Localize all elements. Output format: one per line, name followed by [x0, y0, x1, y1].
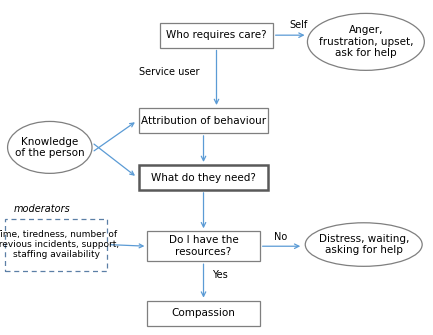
Text: What do they need?: What do they need?: [151, 173, 256, 183]
Text: moderators: moderators: [14, 204, 71, 214]
Text: Attribution of behaviour: Attribution of behaviour: [141, 116, 266, 126]
Text: Knowledge
of the person: Knowledge of the person: [15, 137, 84, 158]
FancyBboxPatch shape: [147, 231, 260, 261]
FancyBboxPatch shape: [139, 165, 268, 190]
Ellipse shape: [8, 121, 92, 174]
FancyBboxPatch shape: [147, 301, 260, 326]
FancyBboxPatch shape: [139, 108, 268, 133]
Ellipse shape: [307, 13, 424, 70]
Text: Distress, waiting,
asking for help: Distress, waiting, asking for help: [319, 234, 409, 255]
Text: Service user: Service user: [139, 67, 199, 77]
FancyBboxPatch shape: [160, 23, 273, 48]
Text: Who requires care?: Who requires care?: [166, 30, 267, 40]
Text: Do I have the
resources?: Do I have the resources?: [168, 236, 239, 257]
Ellipse shape: [305, 223, 422, 266]
Text: Time, tiredness, number of
previous incidents, support,
staffing availability: Time, tiredness, number of previous inci…: [0, 230, 120, 259]
Text: Yes: Yes: [212, 270, 228, 280]
Text: No: No: [274, 232, 287, 242]
Text: Self: Self: [289, 20, 307, 30]
FancyBboxPatch shape: [6, 218, 107, 271]
Text: Compassion: Compassion: [171, 308, 236, 318]
Text: Anger,
frustration, upset,
ask for help: Anger, frustration, upset, ask for help: [319, 25, 413, 59]
